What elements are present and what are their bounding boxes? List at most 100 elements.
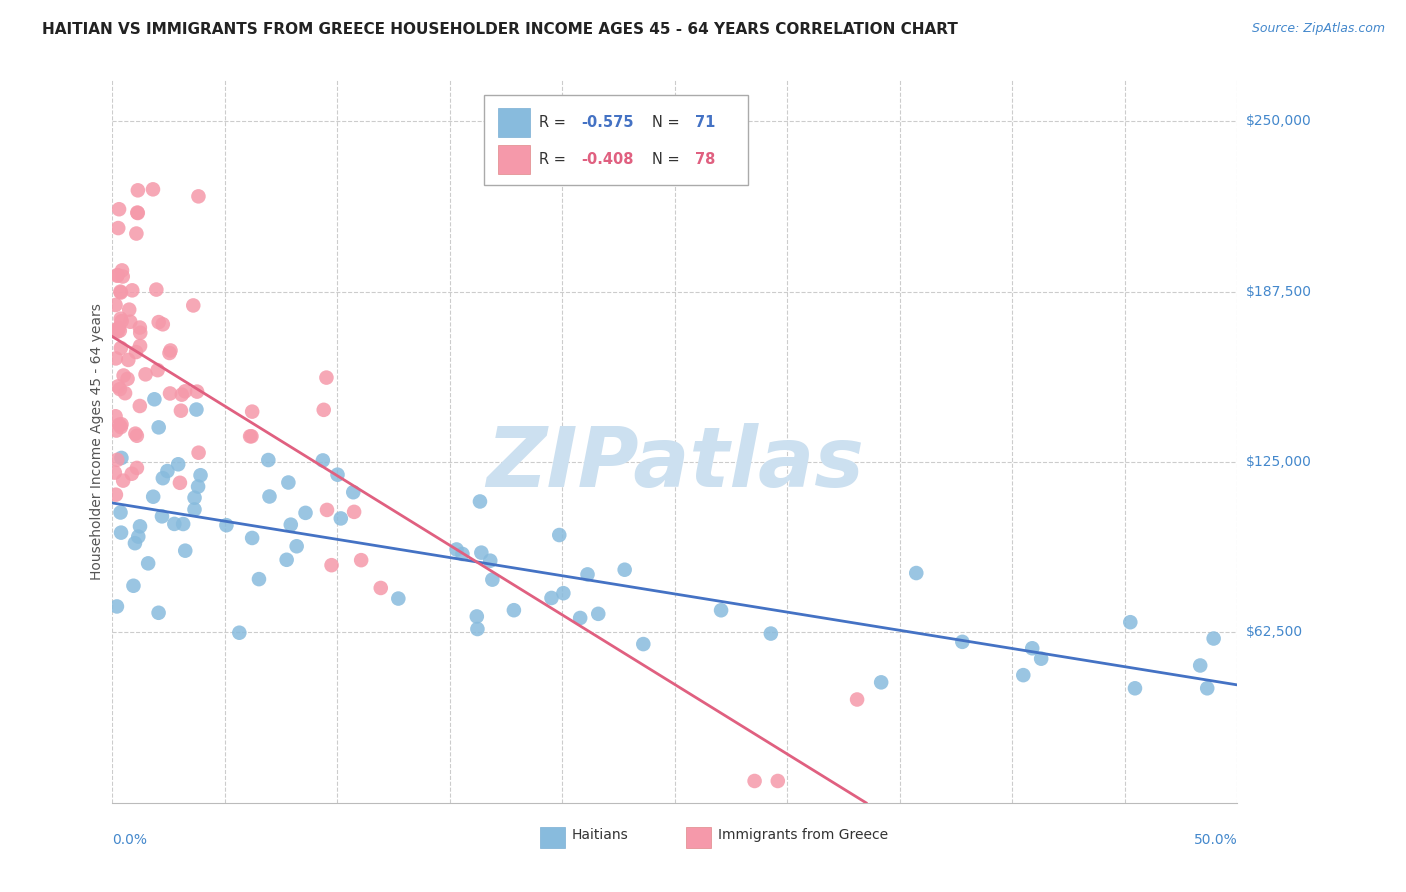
Point [105, 322, 128, 336]
Point [111, 269, 134, 284]
Point [1123, 681, 1146, 696]
Point [104, 351, 127, 366]
Text: Haitians: Haitians [571, 829, 628, 842]
Point [569, 611, 592, 625]
Point [321, 558, 343, 573]
Text: 71: 71 [695, 115, 716, 129]
Point [312, 402, 335, 417]
Point [107, 268, 129, 282]
Point [108, 382, 131, 396]
Point [467, 622, 489, 636]
Point [186, 402, 208, 417]
Point [105, 599, 128, 614]
Point [107, 379, 129, 393]
Point [112, 368, 135, 383]
Point [247, 572, 270, 586]
Point [183, 502, 205, 516]
Point [111, 263, 134, 277]
Text: $62,500: $62,500 [1246, 625, 1303, 640]
Point [110, 506, 132, 520]
Point [633, 637, 655, 651]
Point [127, 206, 149, 220]
Point [128, 320, 150, 334]
Point [148, 315, 170, 329]
Point [118, 302, 141, 317]
Point [315, 370, 337, 384]
Point [950, 635, 973, 649]
Point [125, 345, 148, 359]
Point [104, 409, 127, 424]
Point [186, 384, 208, 399]
Text: Source: ZipAtlas.com: Source: ZipAtlas.com [1251, 22, 1385, 36]
Point [129, 519, 152, 533]
Point [710, 603, 733, 617]
Point [1197, 681, 1219, 696]
Bar [686, 827, 711, 848]
Text: $187,500: $187,500 [1246, 285, 1312, 299]
Point [128, 399, 150, 413]
Point [370, 581, 392, 595]
Point [124, 426, 146, 441]
Point [104, 298, 127, 312]
Point [104, 466, 127, 480]
Point [121, 467, 143, 481]
Point [540, 591, 562, 605]
Point [105, 424, 128, 438]
Point [111, 314, 134, 328]
Point [125, 227, 148, 241]
Point [108, 417, 131, 432]
Point [107, 325, 129, 339]
Point [240, 404, 263, 418]
Text: R =: R = [538, 115, 571, 129]
Point [502, 603, 524, 617]
Point [127, 530, 149, 544]
Text: 0.0%: 0.0% [112, 833, 148, 847]
Point [228, 625, 250, 640]
Point [127, 183, 149, 197]
Text: 50.0%: 50.0% [1194, 833, 1237, 847]
Text: N =: N = [652, 153, 685, 168]
Point [110, 420, 132, 434]
Point [170, 403, 193, 417]
Point [150, 509, 173, 524]
Point [187, 480, 209, 494]
Point [553, 586, 575, 600]
Point [316, 503, 339, 517]
Point [240, 531, 263, 545]
Point [148, 420, 170, 434]
Point [846, 692, 869, 706]
Text: 78: 78 [695, 153, 716, 168]
Point [481, 573, 503, 587]
Point [468, 494, 491, 508]
Text: HAITIAN VS IMMIGRANTS FROM GREECE HOUSEHOLDER INCOME AGES 45 - 64 YEARS CORRELAT: HAITIAN VS IMMIGRANTS FROM GREECE HOUSEH… [42, 22, 957, 37]
Point [105, 268, 128, 283]
Point [122, 579, 145, 593]
Point [257, 453, 280, 467]
Point [240, 429, 263, 443]
Point [159, 386, 181, 401]
Point [172, 516, 194, 531]
Point [285, 539, 308, 553]
Point [446, 542, 468, 557]
Point [110, 450, 132, 465]
Y-axis label: Householder Income Ages 45 - 64 years: Householder Income Ages 45 - 64 years [90, 303, 104, 580]
Point [183, 491, 205, 505]
Point [110, 341, 132, 355]
Point [548, 528, 571, 542]
Point [163, 516, 186, 531]
Point [107, 321, 129, 335]
Point [259, 490, 281, 504]
Point [387, 591, 409, 606]
Point [215, 518, 238, 533]
Point [148, 606, 170, 620]
Point [1202, 632, 1225, 646]
Point [280, 517, 302, 532]
Text: N =: N = [652, 115, 685, 129]
Point [135, 368, 157, 382]
Point [117, 353, 139, 368]
Point [187, 446, 209, 460]
Point [159, 346, 181, 360]
Point [470, 546, 492, 560]
Point [451, 547, 474, 561]
Point [174, 384, 197, 399]
